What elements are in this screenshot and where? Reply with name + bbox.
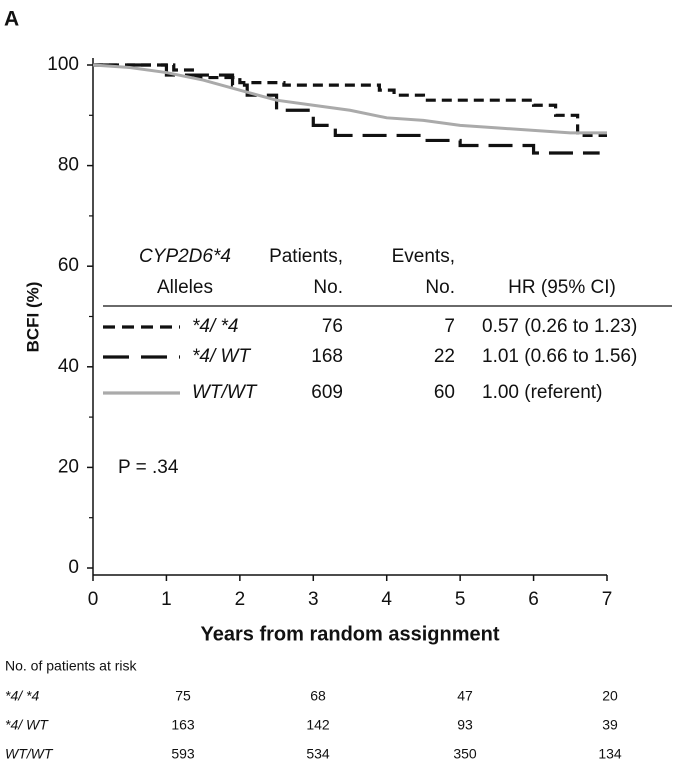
risk-row-label: *4/ WT: [5, 717, 49, 733]
y-tick-label: 60: [58, 255, 79, 276]
x-tick-label: 2: [235, 589, 246, 610]
x-tick-label: 0: [88, 589, 99, 610]
legend-label: *4/ WT: [192, 346, 251, 367]
x-axis-label: Years from random assignment: [201, 623, 500, 645]
risk-count: 534: [306, 746, 330, 762]
x-tick-label: 1: [161, 589, 172, 610]
risk-count: 47: [457, 688, 473, 704]
y-tick-label: 80: [58, 155, 79, 176]
x-tick-label: 7: [602, 589, 613, 610]
risk-count: 350: [453, 746, 477, 762]
risk-table-title: No. of patients at risk: [5, 658, 138, 674]
x-tick-label: 5: [455, 589, 466, 610]
panel-label: A: [4, 8, 19, 31]
patients: 609: [311, 382, 343, 403]
legend-label: WT/WT: [192, 382, 258, 403]
y-tick-label: 0: [68, 557, 79, 578]
risk-count: 93: [457, 717, 473, 733]
hazard-ratio: 0.57 (0.26 to 1.23): [482, 316, 637, 337]
risk-count: 163: [171, 717, 195, 733]
risk-count: 39: [602, 717, 618, 733]
risk-row-label: *4/ *4: [5, 688, 39, 704]
risk-count: 593: [171, 746, 195, 762]
y-tick-label: 20: [58, 456, 79, 477]
hazard-ratio: 1.01 (0.66 to 1.56): [482, 346, 637, 367]
table-header: HR (95% CI): [508, 277, 616, 298]
table-header: Patients,: [269, 246, 343, 267]
risk-count: 75: [175, 688, 191, 704]
risk-count: 20: [602, 688, 618, 704]
events: 22: [434, 346, 455, 367]
table-header: No.: [313, 277, 343, 298]
patients: 168: [311, 346, 343, 367]
y-axis-label: BCFI (%): [23, 282, 42, 353]
risk-count: 134: [598, 746, 622, 762]
annotation: P = .34: [118, 457, 179, 478]
y-tick-label: 100: [47, 54, 79, 75]
survival-line: [93, 63, 600, 155]
table-header: Events,: [392, 246, 455, 267]
events: 7: [444, 316, 455, 337]
x-tick-label: 3: [308, 589, 319, 610]
y-tick-label: 40: [58, 356, 79, 377]
patients: 76: [322, 316, 343, 337]
legend-label: *4/ *4: [192, 316, 238, 337]
table-header: No.: [425, 277, 455, 298]
events: 60: [434, 382, 455, 403]
risk-count: 68: [310, 688, 326, 704]
x-tick-label: 6: [528, 589, 539, 610]
hazard-ratio: 1.00 (referent): [482, 382, 602, 403]
x-tick-label: 4: [381, 589, 392, 610]
risk-row-label: WT/WT: [5, 746, 54, 762]
risk-count: 142: [306, 717, 330, 733]
survival-line: [92, 63, 607, 135]
table-header: Alleles: [157, 277, 213, 298]
table-header: CYP2D6*4: [139, 246, 231, 267]
